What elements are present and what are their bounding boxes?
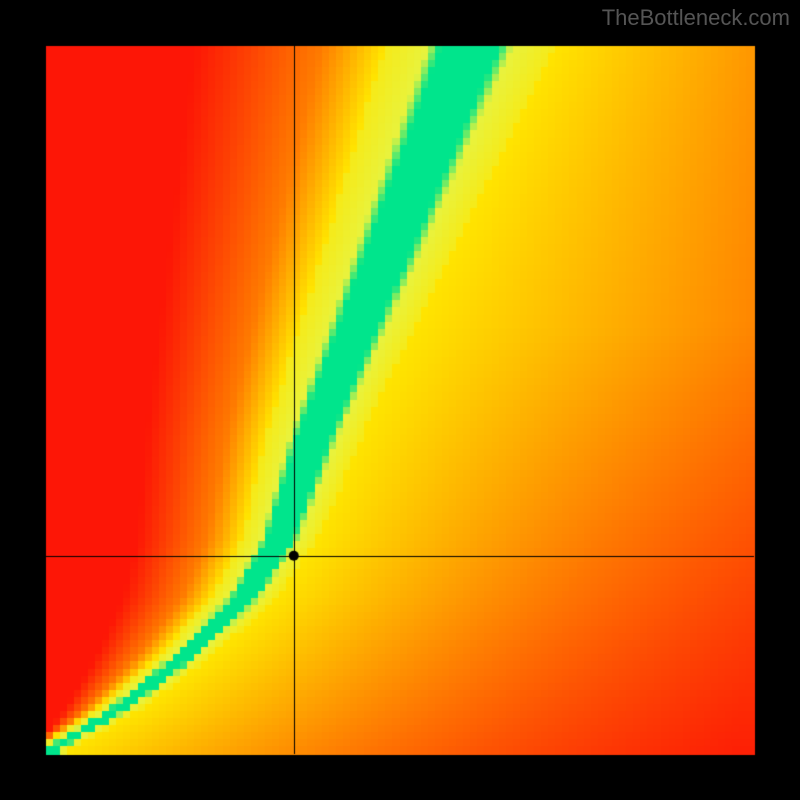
watermark-text: TheBottleneck.com <box>602 5 790 31</box>
chart-container: TheBottleneck.com <box>0 0 800 800</box>
heatmap-canvas <box>0 0 800 800</box>
